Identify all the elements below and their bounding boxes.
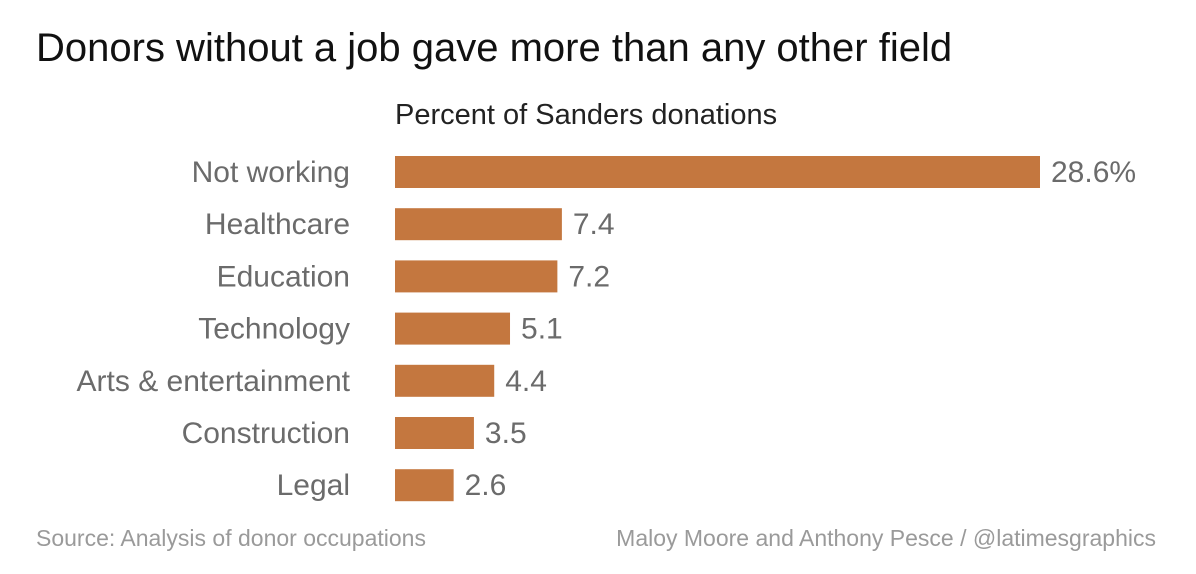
bar — [395, 417, 474, 449]
value-label: 2.6 — [465, 469, 507, 502]
value-label: 7.4 — [573, 208, 615, 241]
source-note: Source: Analysis of donor occupations — [36, 525, 426, 551]
category-label: Technology — [198, 313, 350, 346]
value-label: 4.4 — [505, 365, 547, 398]
value-label: 28.6% — [1051, 156, 1136, 189]
category-label: Healthcare — [205, 208, 350, 241]
value-label: 3.5 — [485, 417, 527, 450]
bar — [395, 208, 562, 241]
value-label: 5.1 — [521, 313, 563, 346]
bar — [395, 312, 511, 345]
bar — [395, 260, 558, 293]
category-label: Arts & entertainment — [77, 365, 351, 398]
bar — [395, 156, 1040, 188]
category-label: Legal — [277, 469, 350, 502]
chart-subtitle: Percent of Sanders donations — [395, 99, 778, 131]
category-label: Not working — [192, 156, 350, 189]
chart-title: Donors without a job gave more than any … — [36, 26, 953, 70]
bar — [395, 364, 495, 397]
value-label: 7.2 — [568, 260, 610, 293]
credit-note: Maloy Moore and Anthony Pesce / @latimes… — [616, 525, 1156, 551]
category-label: Education — [217, 260, 350, 293]
bar — [395, 469, 454, 502]
category-label: Construction — [182, 417, 350, 450]
